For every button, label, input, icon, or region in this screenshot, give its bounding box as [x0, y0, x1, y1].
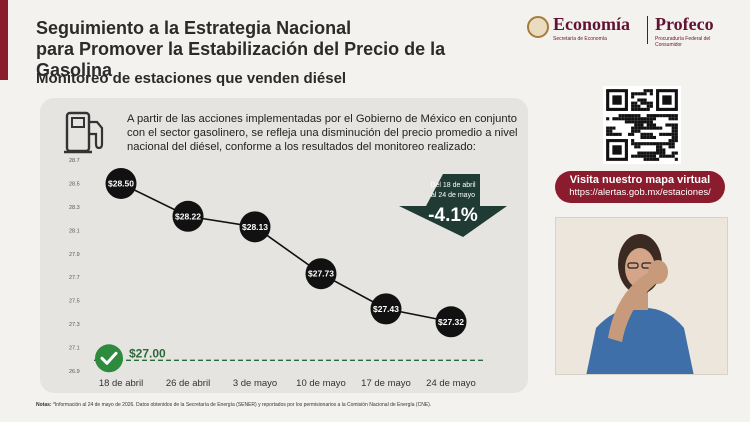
x-tick-label: 3 de mayo	[233, 378, 277, 389]
series-line	[120, 182, 452, 323]
price-line-chart: 26.9 27.1 27.3 27.5 27.7 27.9 28.1 28.3 28.5 28.7…	[69, 158, 507, 389]
profeco-logo-text: Profeco	[655, 14, 714, 34]
data-point	[305, 258, 337, 290]
x-tick-label: 17 de mayo	[361, 378, 411, 389]
intro-paragraph: A partir de las acciones implementadas p…	[127, 113, 518, 153]
chart-panel	[40, 98, 528, 393]
data-point	[370, 293, 402, 325]
title-line-2: para Promover la Estabilización del Prec…	[36, 39, 446, 80]
logo-divider	[647, 16, 648, 44]
data-label: $28.22	[175, 211, 201, 221]
y-tick-label: 27.7	[69, 275, 80, 281]
callout-change: -4.1%	[428, 205, 478, 226]
footnote: Notas: *Información al 24 de mayo de 202…	[36, 402, 431, 408]
page-title: Seguimiento a la Estrategia Nacional par…	[36, 18, 506, 81]
title-line-1: Seguimiento a la Estrategia Nacional	[36, 18, 352, 38]
x-tick-label: 18 de abril	[99, 378, 143, 389]
callout-period-line-1: Del 18 de abril	[430, 182, 476, 189]
qr-code-icon[interactable]	[603, 86, 681, 164]
economia-logo-subtext: Secretaría de Economía	[553, 36, 607, 42]
y-tick-label: 28.3	[69, 205, 80, 211]
y-axis: 26.9 27.1 27.3 27.5 27.7 27.9 28.1 28.3 28.5 28.7	[69, 158, 80, 375]
target-line-group: $27.00	[94, 344, 486, 373]
down-arrow-icon	[399, 174, 507, 237]
y-tick-label: 27.3	[69, 322, 80, 328]
x-tick-label: 26 de abril	[166, 378, 210, 389]
map-link-url[interactable]: https://alertas.gob.mx/estaciones/	[569, 187, 711, 198]
data-point	[239, 211, 271, 243]
profeco-logo-subtext: Procuraduría Federal del Consumidor	[655, 36, 711, 48]
data-point	[172, 200, 204, 232]
check-icon	[100, 351, 118, 365]
x-tick-label: 24 de mayo	[426, 378, 476, 389]
section-subtitle: Monitoreo de estaciones que venden diése…	[36, 70, 347, 87]
x-tick-label: 10 de mayo	[296, 378, 346, 389]
data-points: $28.50 $28.22 $28.13 $27.73 $27.43 $27.32	[105, 167, 467, 338]
y-tick-label: 26.9	[69, 369, 80, 375]
change-callout: Del 18 de abril al 24 de mayo -4.1%	[399, 174, 507, 237]
data-label: $27.32	[438, 317, 464, 327]
map-link-title: Visita nuestro mapa virtual	[569, 174, 711, 186]
data-label: $27.73	[308, 269, 334, 279]
economia-logo: Economía Secretaría de Economía	[527, 14, 642, 48]
x-axis: 18 de abril 26 de abril 3 de mayo 10 de may…	[99, 378, 476, 389]
map-link-button[interactable]: Visita nuestro mapa virtual https://aler…	[555, 171, 725, 203]
y-tick-label: 28.7	[69, 158, 80, 164]
y-tick-label: 27.9	[69, 252, 80, 258]
data-point	[105, 167, 137, 199]
y-tick-label: 28.1	[69, 228, 80, 234]
footnote-text: *Información al 24 de mayo de 2026. Dato…	[52, 402, 432, 408]
target-label: $27.00	[129, 346, 166, 360]
economia-logo-text: Economía	[553, 14, 631, 34]
header-logos: Economía Secretaría de Economía Profeco …	[527, 14, 737, 48]
y-tick-label: 27.1	[69, 346, 80, 352]
check-icon-circle	[95, 344, 123, 373]
footnote-label: Notas:	[36, 402, 52, 408]
sign-language-interpreter-video	[555, 217, 728, 375]
data-point	[435, 306, 467, 338]
brand-stripe	[0, 0, 8, 80]
fuel-pump-icon	[64, 111, 104, 154]
interpreter-image	[556, 218, 727, 374]
data-label: $28.50	[108, 178, 134, 188]
national-seal-icon	[527, 16, 549, 38]
callout-period-line-2: al 24 de mayo	[431, 192, 475, 199]
profeco-logo: Profeco Procuraduría Federal del Consumi…	[655, 14, 737, 48]
data-label: $27.43	[373, 304, 399, 314]
y-tick-label: 28.5	[69, 181, 80, 187]
price-line	[120, 182, 452, 323]
data-label: $28.13	[242, 222, 268, 232]
y-tick-label: 27.5	[69, 299, 80, 305]
